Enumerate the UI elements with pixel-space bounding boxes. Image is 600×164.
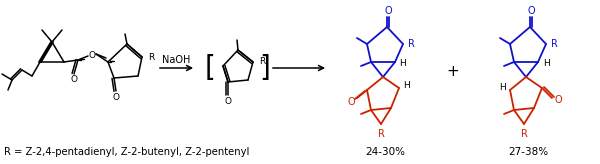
Text: O: O <box>527 6 535 16</box>
Text: O: O <box>384 6 392 16</box>
Text: 24-30%: 24-30% <box>365 147 405 157</box>
Text: NaOH: NaOH <box>162 55 190 65</box>
Text: [: [ <box>205 54 215 82</box>
Text: O: O <box>71 75 77 84</box>
Text: H: H <box>400 60 406 69</box>
Text: O: O <box>113 93 119 102</box>
Text: R: R <box>259 58 265 66</box>
Text: R: R <box>551 39 557 49</box>
Text: R: R <box>148 52 154 62</box>
Text: H: H <box>542 60 550 69</box>
Text: O: O <box>554 95 562 105</box>
Text: O: O <box>89 51 95 60</box>
Text: R: R <box>377 129 385 139</box>
Text: ]: ] <box>260 54 271 82</box>
Text: 27-38%: 27-38% <box>508 147 548 157</box>
Text: O: O <box>224 98 232 106</box>
Text: R = Z-2,4-pentadienyl, Z-2-butenyl, Z-2-pentenyl: R = Z-2,4-pentadienyl, Z-2-butenyl, Z-2-… <box>4 147 250 157</box>
Text: H: H <box>404 82 410 91</box>
Text: R: R <box>521 129 527 139</box>
Text: O: O <box>347 97 355 107</box>
Text: R: R <box>407 39 415 49</box>
Text: H: H <box>499 83 505 92</box>
Text: +: + <box>446 64 460 80</box>
